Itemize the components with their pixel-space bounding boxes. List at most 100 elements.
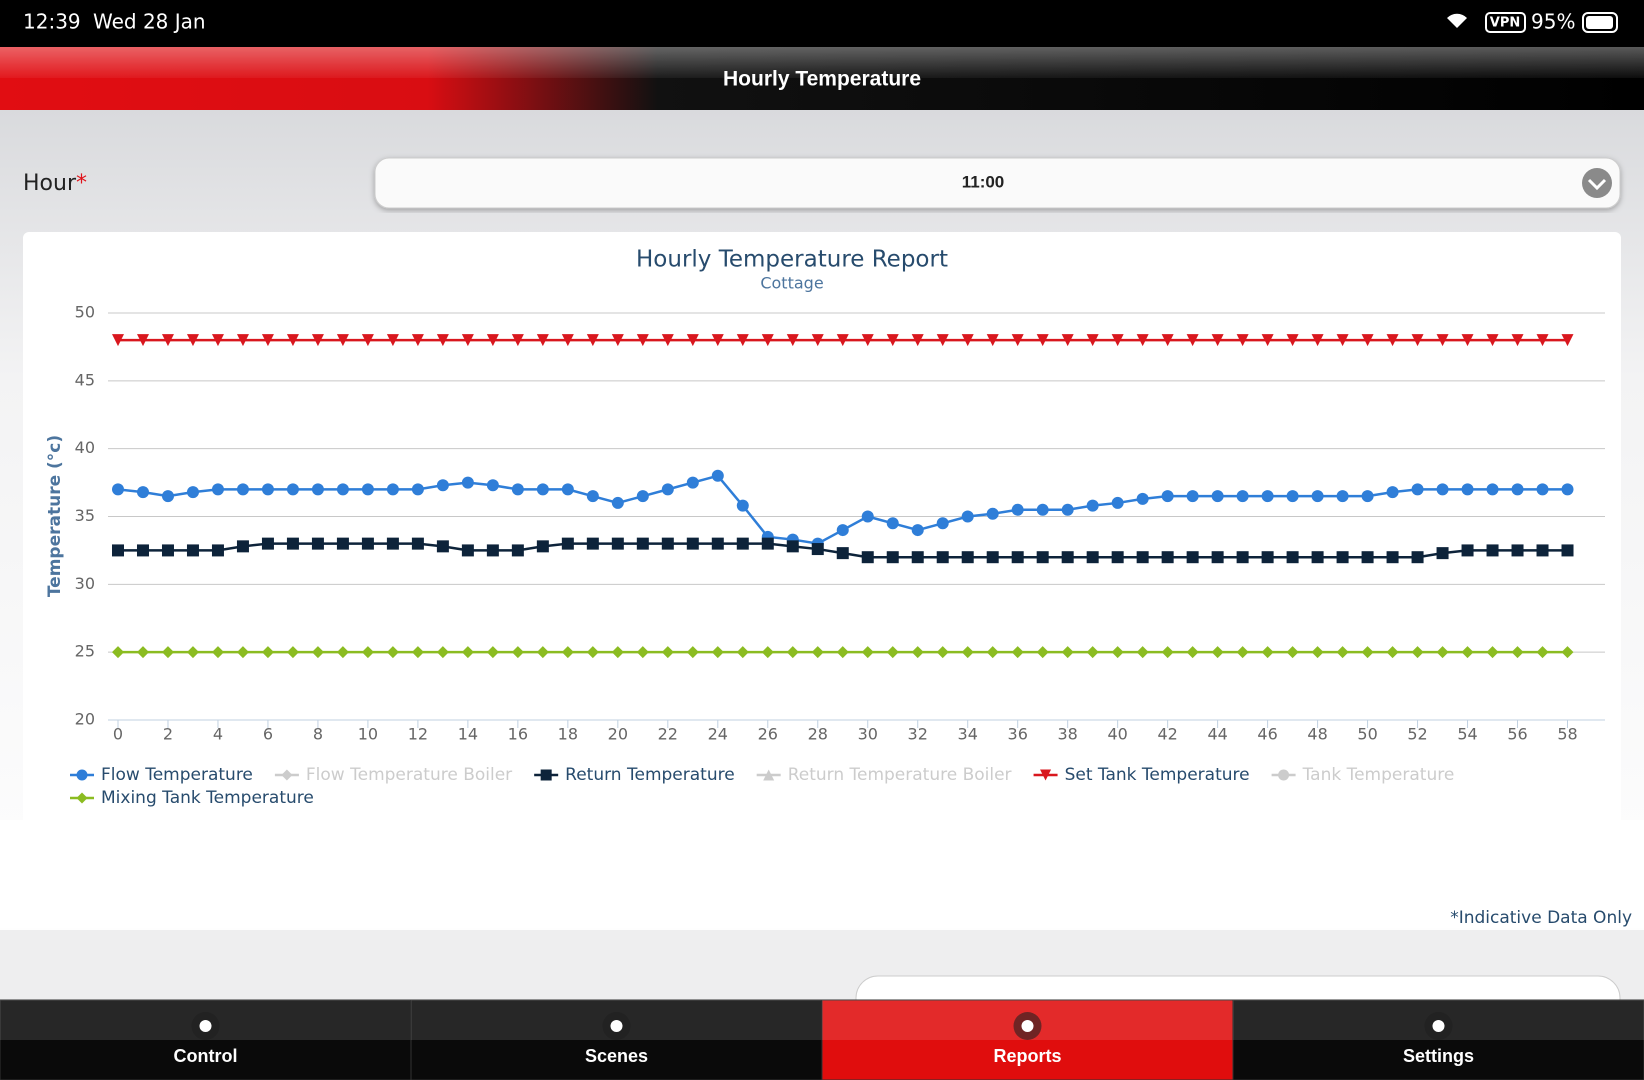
status-time: 12:39 [23,10,81,34]
marker [1536,334,1549,347]
marker [586,537,599,550]
marker [1036,551,1049,564]
tab-bar: Control Scenes Reports Settings [0,999,1644,1080]
marker [286,334,299,347]
legend-item[interactable]: Return Temperature Boiler [756,765,1012,785]
marker [1111,646,1124,659]
marker [1461,544,1474,557]
marker [336,334,349,347]
marker [811,334,824,347]
chart-subtitle: Cottage [760,274,823,293]
hour-dropdown[interactable] [374,157,1621,209]
x-tick-label: 42 [1157,725,1177,744]
marker [136,544,149,557]
marker [611,334,624,347]
marker [511,544,524,557]
marker [961,334,974,347]
legend-item[interactable]: Flow Temperature [70,765,253,785]
marker [1511,646,1524,659]
marker [461,646,474,659]
marker [1536,483,1549,496]
marker [76,769,88,781]
x-tick-label: 40 [1107,725,1127,744]
marker [286,537,299,550]
marker [1361,646,1374,659]
x-tick-label: 34 [958,725,978,744]
marker [561,646,574,659]
marker [661,334,674,347]
vpn-box [1485,12,1526,33]
legend-item[interactable]: Tank Temperature [1271,765,1455,785]
x-tick-label: 24 [708,725,728,744]
marker [761,646,774,659]
marker [336,646,349,659]
battery-icon [1582,12,1618,33]
marker [611,646,624,659]
x-tick-label: 38 [1057,725,1077,744]
marker [1036,503,1049,516]
marker [1461,334,1474,347]
marker [386,537,399,550]
marker [661,646,674,659]
marker [281,769,293,781]
marker [186,544,199,557]
marker [911,551,924,564]
marker [1361,490,1374,503]
marker [1211,334,1224,347]
marker [711,537,724,550]
marker [1036,334,1049,347]
marker [111,483,124,496]
marker [1261,490,1274,503]
marker [636,334,649,347]
marker [511,334,524,347]
marker [611,496,624,509]
marker [461,544,474,557]
marker [1536,544,1549,557]
y-tick-label: 20 [75,710,95,729]
marker [536,540,549,553]
marker [986,551,999,564]
marker [1086,499,1099,512]
marker [386,483,399,496]
marker [540,769,552,781]
marker [986,507,999,520]
required-mark: * [76,171,87,196]
marker [1411,334,1424,347]
chart-title: Hourly Temperature Report [636,247,948,273]
legend-item[interactable]: Return Temperature [534,765,735,785]
marker [1511,483,1524,496]
marker [1411,483,1424,496]
header-gloss [0,47,1644,78]
marker [1186,551,1199,564]
marker [586,646,599,659]
legend-item[interactable]: Mixing Tank Temperature [70,788,314,808]
marker [1536,646,1549,659]
marker [1361,551,1374,564]
marker [411,334,424,347]
marker [486,544,499,557]
marker [511,483,524,496]
marker [1086,646,1099,659]
x-tick-label: 12 [408,725,428,744]
marker [1286,490,1299,503]
legend-item[interactable]: Set Tank Temperature [1033,765,1250,785]
marker [136,486,149,499]
hour-label: Hour* [23,171,87,196]
marker [1286,551,1299,564]
marker [1461,646,1474,659]
marker [136,646,149,659]
x-tick-label: 48 [1307,725,1327,744]
marker [861,510,874,523]
marker [1511,544,1524,557]
legend-item[interactable]: Flow Temperature Boiler [274,765,512,785]
marker [1261,551,1274,564]
marker [486,334,499,347]
marker [586,490,599,503]
marker [836,334,849,347]
marker [986,646,999,659]
header-title: Hourly Temperature [723,68,921,91]
x-tick-label: 22 [658,725,678,744]
marker [211,334,224,347]
marker [786,334,799,347]
